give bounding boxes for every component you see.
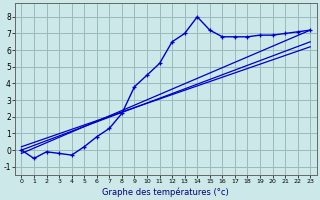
X-axis label: Graphe des températures (°c): Graphe des températures (°c) xyxy=(102,187,229,197)
